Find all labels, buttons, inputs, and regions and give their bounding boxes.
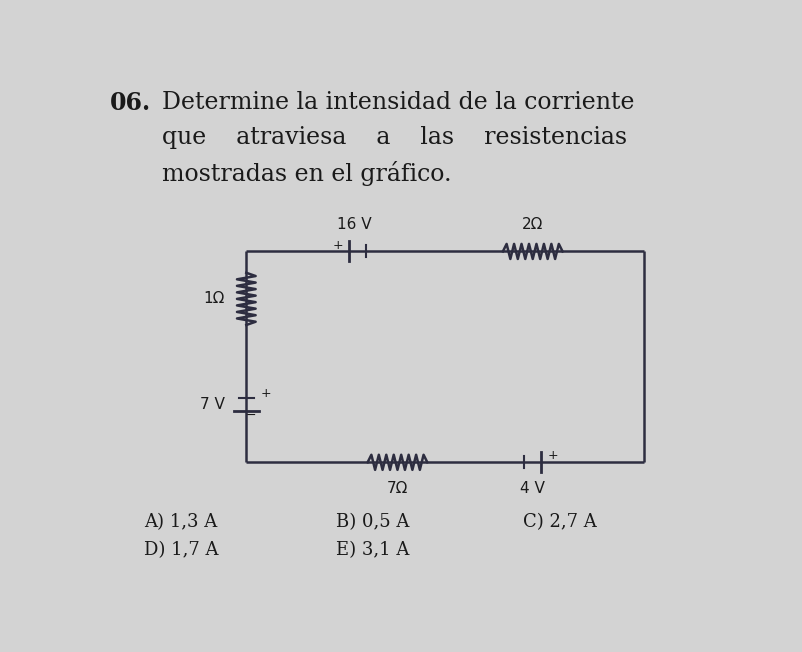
- Text: 2Ω: 2Ω: [522, 217, 544, 232]
- Text: D) 1,7 A: D) 1,7 A: [144, 541, 218, 559]
- Text: B) 0,5 A: B) 0,5 A: [337, 514, 410, 531]
- Text: 7 V: 7 V: [200, 397, 225, 412]
- Text: mostradas en el gráfico.: mostradas en el gráfico.: [162, 161, 452, 186]
- Text: C) 2,7 A: C) 2,7 A: [523, 514, 597, 531]
- Text: +: +: [547, 449, 558, 462]
- Text: 16 V: 16 V: [338, 217, 372, 232]
- Text: +: +: [261, 387, 272, 400]
- Text: 7Ω: 7Ω: [387, 481, 408, 496]
- Text: A) 1,3 A: A) 1,3 A: [144, 514, 217, 531]
- Text: 1Ω: 1Ω: [203, 291, 225, 306]
- Text: 06.: 06.: [110, 91, 151, 115]
- Text: +: +: [333, 239, 343, 252]
- Text: 4 V: 4 V: [520, 481, 545, 496]
- Text: que    atraviesa    a    las    resistencias: que atraviesa a las resistencias: [162, 126, 627, 149]
- Text: E) 3,1 A: E) 3,1 A: [337, 541, 410, 559]
- Text: −: −: [246, 409, 257, 422]
- Text: Determine la intensidad de la corriente: Determine la intensidad de la corriente: [162, 91, 635, 114]
